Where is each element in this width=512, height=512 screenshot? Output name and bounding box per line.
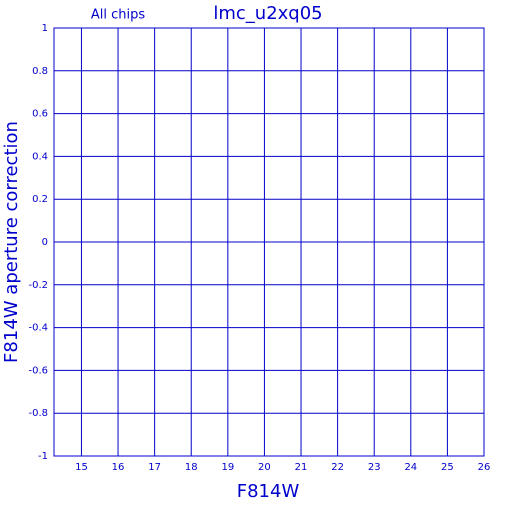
y-tick-label: 1 — [42, 23, 48, 34]
y-tick-label: -1 — [38, 451, 48, 462]
x-tick-label: 24 — [404, 462, 417, 473]
y-tick-label: -0.4 — [28, 323, 48, 334]
y-tick-label: -0.2 — [28, 280, 48, 291]
x-tick-label: 17 — [148, 462, 161, 473]
x-tick-label: 19 — [221, 462, 234, 473]
y-tick-label: 0.2 — [32, 194, 48, 205]
chart-title: lmc_u2xq05 — [213, 3, 322, 24]
y-tick-label: -0.8 — [28, 408, 48, 419]
x-tick-label: 18 — [185, 462, 198, 473]
x-tick-label: 22 — [331, 462, 344, 473]
x-tick-label: 26 — [478, 462, 491, 473]
y-tick-label: -0.6 — [28, 365, 48, 376]
x-tick-label: 16 — [112, 462, 125, 473]
chart-subtitle: All chips — [91, 8, 145, 23]
y-tick-label: 0.4 — [32, 151, 48, 162]
y-axis-label: F814W aperture correction — [1, 121, 22, 363]
x-tick-label: 15 — [75, 462, 88, 473]
x-tick-label: 21 — [295, 462, 308, 473]
x-tick-label: 23 — [368, 462, 381, 473]
x-axis-label: F814W — [237, 481, 300, 502]
y-tick-label: 0.6 — [32, 109, 48, 120]
x-tick-label: 20 — [258, 462, 271, 473]
y-tick-label: 0.8 — [32, 66, 48, 77]
x-tick-label: 25 — [441, 462, 454, 473]
y-tick-label: 0 — [42, 237, 48, 248]
